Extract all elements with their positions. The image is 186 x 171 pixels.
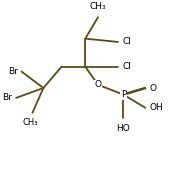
Text: Cl: Cl — [123, 37, 132, 47]
Text: P: P — [121, 90, 126, 99]
Text: Cl: Cl — [123, 62, 132, 71]
Text: OH: OH — [150, 103, 163, 112]
Text: O: O — [94, 80, 102, 89]
Text: CH₃: CH₃ — [23, 118, 38, 127]
Text: Br: Br — [3, 93, 12, 102]
Text: Br: Br — [8, 67, 18, 76]
Text: CH₃: CH₃ — [90, 2, 106, 11]
Text: HO: HO — [117, 124, 130, 133]
Text: O: O — [150, 83, 157, 93]
